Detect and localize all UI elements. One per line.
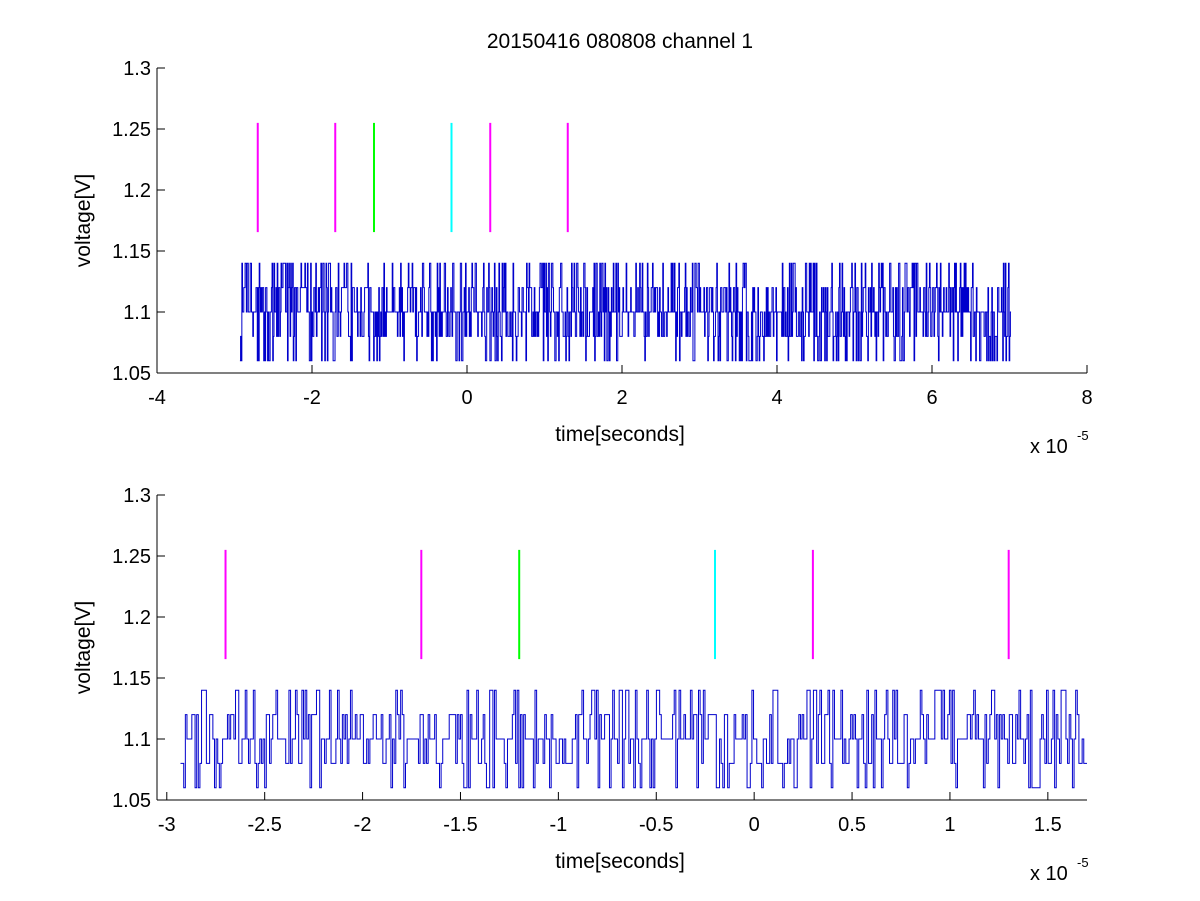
chart-2-y-tick-label: 1.1	[123, 729, 151, 751]
chart-2-signal-trace	[180, 689, 1087, 789]
chart-2-x-tick-label: 1	[944, 814, 955, 836]
chart-1-x-axis-label: time[seconds]	[555, 423, 685, 446]
chart-2-x-multiplier: x 10	[1030, 863, 1068, 885]
chart-1-y-tick-label: 1.25	[112, 119, 151, 141]
chart-2-x-tick-label: -0.5	[639, 814, 673, 836]
chart-2-y-tick-label: 1.3	[123, 485, 151, 507]
chart-2-x-multiplier-exponent: -5	[1077, 855, 1089, 870]
chart-1-y-tick-label: 1.05	[112, 363, 151, 385]
chart-1-x-tick-label: 2	[616, 387, 627, 409]
chart-1-x-tick-label: 4	[771, 387, 782, 409]
chart-1-y-tick-label: 1.3	[123, 58, 151, 80]
chart-1-y-axis-label: voltage[V]	[72, 174, 95, 267]
chart-2-y-axis-label: voltage[V]	[72, 601, 95, 694]
chart-1-x-tick-label: 0	[461, 387, 472, 409]
chart-2-x-tick-label: 0	[749, 814, 760, 836]
chart-2-y-tick-label: 1.25	[112, 546, 151, 568]
chart-2-x-tick-label: -1	[549, 814, 567, 836]
chart-1-y-tick-label: 1.15	[112, 241, 151, 263]
chart-1-x-multiplier-exponent: -5	[1077, 428, 1089, 443]
chart-2-x-tick-label: -1.5	[443, 814, 477, 836]
chart-1-x-tick-label: 6	[926, 387, 937, 409]
chart-2-y-tick-label: 1.2	[123, 607, 151, 629]
bottom-plot: -3 -2.5 -2 -1.5 -1 -0.5 0 0.5 1 1.5 1.05 1.1 1.15 1.2…	[72, 485, 1089, 885]
chart-1-signal-trace	[239, 262, 1012, 362]
chart-1-x-multiplier: x 10	[1030, 436, 1068, 458]
chart-2-x-axis-label: time[seconds]	[555, 850, 685, 873]
chart-2-x-tick-label: -3	[158, 814, 176, 836]
chart-2-y-tick-label: 1.15	[112, 668, 151, 690]
chart-2-x-tick-label: -2.5	[247, 814, 281, 836]
chart-title: 20150416 080808 channel 1	[487, 30, 753, 53]
chart-2-x-tick-label: -2	[354, 814, 372, 836]
chart-1-x-tick-label: -2	[303, 387, 321, 409]
chart-2-y-tick-label: 1.05	[112, 790, 151, 812]
chart-1-y-tick-label: 1.2	[123, 180, 151, 202]
chart-2-x-tick-label: 0.5	[838, 814, 866, 836]
chart-1-x-tick-label: -4	[148, 387, 166, 409]
chart-2-x-tick-label: 1.5	[1034, 814, 1062, 836]
chart-1-x-tick-label: 8	[1081, 387, 1092, 409]
top-plot: -4 -2 0 2 4 6 8 1.05 1.1 1.15 1.2 1.25 1.3 time[secon…	[72, 58, 1093, 458]
chart-1-y-tick-label: 1.1	[123, 302, 151, 324]
